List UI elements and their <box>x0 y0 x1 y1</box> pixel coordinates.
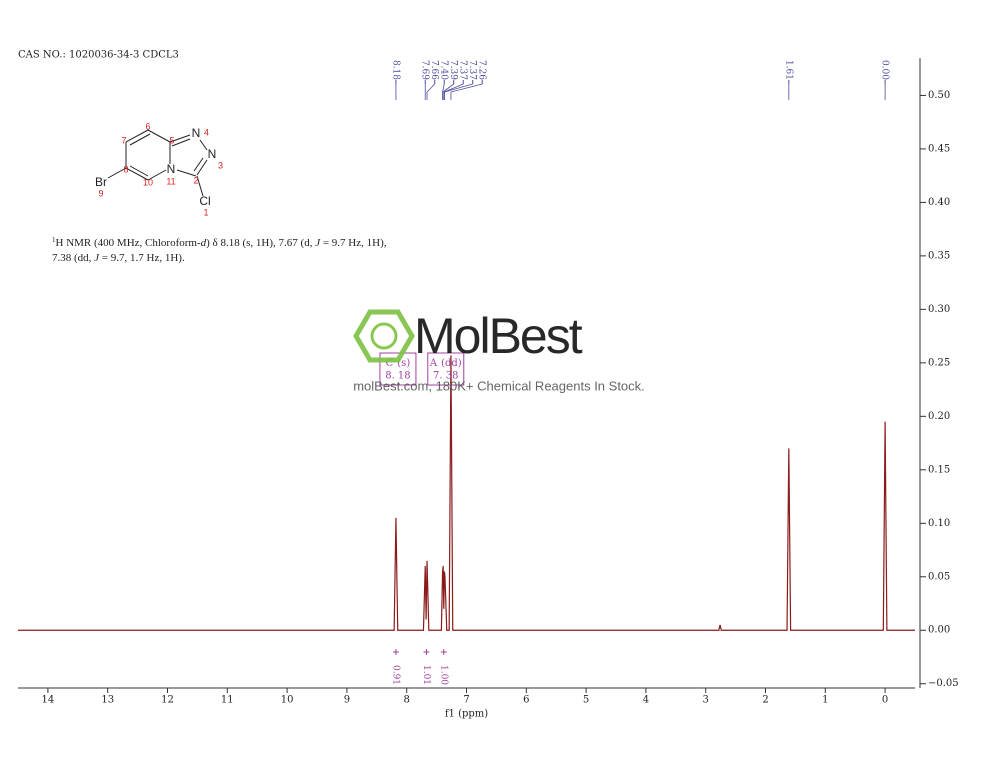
atom-label: N <box>192 126 201 140</box>
atom-number: 7 <box>121 135 126 145</box>
x-tick-label: 7 <box>463 695 469 706</box>
atom-number: 9 <box>98 188 103 198</box>
x-tick-label: 5 <box>583 695 589 706</box>
multiplet-type: (dd) <box>441 358 462 369</box>
x-tick-label: 0 <box>882 695 888 706</box>
x-tick-label: 4 <box>643 695 649 706</box>
peak-label: 7.37 <box>467 60 477 80</box>
x-tick-label: 9 <box>344 695 350 706</box>
y-tick-label: 0.20 <box>928 411 950 422</box>
y-tick-label: 0.40 <box>928 197 950 208</box>
x-tick-label: 13 <box>101 695 114 706</box>
peak-label: 7.39 <box>448 60 458 80</box>
peak-connector <box>443 83 464 100</box>
watermark: MolBest molBest.com, 180K+ Chemical Reag… <box>353 308 645 393</box>
x-tick-label: 8 <box>404 695 410 706</box>
peak-label: 7.26 <box>477 60 487 80</box>
structure: N N N Br Cl 4 3 11 2 1 9 6 7 8 5 10 <box>95 121 223 217</box>
x-tick-label: 6 <box>523 695 529 706</box>
y-tick-label: 0.35 <box>928 250 950 261</box>
multiplet-letter: A <box>429 358 438 369</box>
peak-label: 7.40 <box>439 60 449 80</box>
atom-number: 5 <box>169 135 174 145</box>
y-tick-label: 0.45 <box>928 143 950 154</box>
peak-connector <box>442 83 454 100</box>
watermark-text: molBest.com, 180K+ Chemical Reagents In … <box>353 378 645 393</box>
atom-number: 1 <box>203 207 208 217</box>
multiplet-box <box>427 352 465 386</box>
multiplet-name: C (s) <box>386 358 411 369</box>
x-tick-label: 12 <box>161 695 174 706</box>
x-tick-label: 10 <box>281 695 294 706</box>
atom-number: 6 <box>145 121 150 131</box>
peak-connector <box>450 83 483 100</box>
peak-connector <box>443 83 473 100</box>
atom-number: 3 <box>218 160 223 170</box>
integral-label: 0.91 <box>390 665 400 685</box>
atom-label: N <box>208 147 217 161</box>
atom-number: 2 <box>193 175 198 185</box>
y-tick-label: 0.00 <box>928 625 950 636</box>
y-tick-label: 0.15 <box>928 464 950 475</box>
nmr-text: 7.38 (dd, J = 9.7, 1.7 Hz, 1H). <box>52 252 185 264</box>
cas-header: CAS NO.: 1020036-34-3 CDCL3 <box>18 50 179 61</box>
nmr-text: 1H NMR (400 MHz, Chloroform-d) δ 8.18 (s… <box>52 236 387 249</box>
atom-number: 8 <box>123 164 128 174</box>
multiplet-type: (s) <box>397 358 410 369</box>
atom-number: 10 <box>143 177 153 187</box>
y-tick-label: 0.25 <box>928 357 950 368</box>
peak-label: 7.66 <box>429 60 439 80</box>
y-tick-label: 0.50 <box>928 90 950 101</box>
multiplet-letter: C <box>386 358 394 369</box>
y-tick-label: 0.30 <box>928 304 950 315</box>
atom-label: Cl <box>199 194 210 208</box>
logo-text: MolBest <box>414 308 583 364</box>
multiplet-box <box>379 352 417 386</box>
atom-number: 11 <box>166 176 175 186</box>
x-tick-label: 1 <box>822 695 828 706</box>
atom-label: Br <box>95 175 107 189</box>
integral-label: 1.01 <box>421 665 431 685</box>
atom-label: N <box>167 162 176 176</box>
spectrum-line <box>18 355 915 631</box>
x-tick-label: 3 <box>703 695 709 706</box>
peak-label: 1.61 <box>783 60 793 80</box>
multiplet-shift: 8. 18 <box>385 371 410 382</box>
y-tick-label: −0.05 <box>928 678 959 689</box>
y-tick-label: 0.10 <box>928 518 950 529</box>
x-tick-label: 11 <box>221 695 234 706</box>
atom-number: 4 <box>204 127 209 137</box>
integral-label: 1.00 <box>438 665 448 685</box>
peak-label: 8.18 <box>390 60 400 80</box>
peak-label: 7.69 <box>420 60 430 80</box>
y-tick-label: 0.05 <box>928 571 950 582</box>
multiplet-shift: 7. 38 <box>433 371 458 382</box>
plot: 14 13 12 11 10 9 8 7 6 5 4 3 2 1 0f1 (ppm)−0.050.000.0… <box>18 58 959 720</box>
peak-label: 0.00 <box>880 60 890 80</box>
x-tick-label: 14 <box>42 695 55 706</box>
x-axis-label: f1 (ppm) <box>445 709 488 720</box>
multiplet-name: A (dd) <box>429 358 462 369</box>
x-tick-label: 2 <box>762 695 768 706</box>
peak-connector <box>442 83 445 100</box>
peak-label: 7.37 <box>458 60 468 80</box>
peak-connector <box>426 83 436 100</box>
